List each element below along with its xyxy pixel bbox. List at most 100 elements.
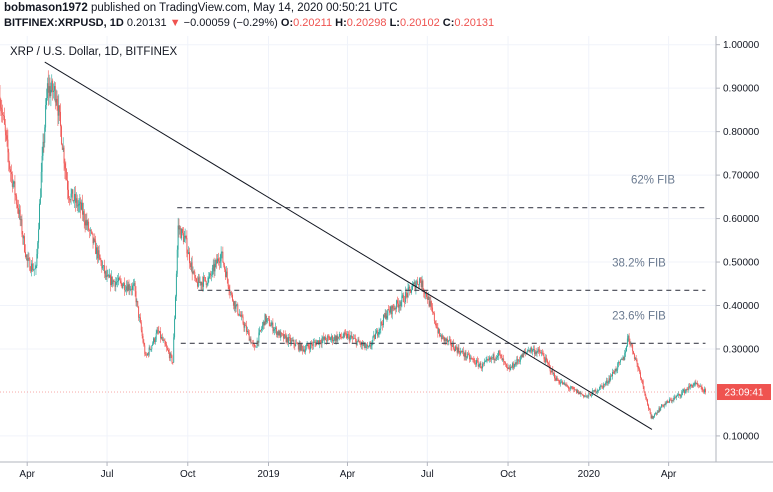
candle-body bbox=[619, 362, 620, 363]
candle-body bbox=[691, 385, 693, 388]
candle-body bbox=[294, 344, 296, 347]
candle-body bbox=[463, 354, 465, 357]
high-value: 0.20298 bbox=[346, 17, 387, 29]
candle-body bbox=[494, 358, 496, 360]
candle-body bbox=[522, 353, 524, 358]
trendline[interactable] bbox=[44, 61, 653, 430]
candle-body bbox=[359, 342, 361, 344]
candle-body bbox=[222, 251, 224, 263]
candle-body bbox=[647, 404, 649, 409]
x-tick-label: 2019 bbox=[257, 469, 280, 480]
candle-body bbox=[443, 336, 445, 342]
candle-body bbox=[407, 287, 409, 297]
low-value: 0.20102 bbox=[399, 17, 440, 29]
candle-body bbox=[429, 301, 431, 307]
candle-body bbox=[319, 340, 321, 343]
candle-body bbox=[17, 208, 19, 214]
candle-body bbox=[1, 109, 3, 114]
candle-body bbox=[125, 286, 127, 290]
candle-body bbox=[395, 308, 397, 309]
candle-body bbox=[679, 394, 681, 397]
candle-body bbox=[54, 86, 56, 103]
candle-body bbox=[227, 279, 229, 287]
candle-body bbox=[70, 193, 72, 201]
candle-body bbox=[347, 333, 348, 339]
chart-title: XRP / U.S. Dollar, 1D, BITFINEX bbox=[10, 46, 178, 58]
candle-body bbox=[584, 395, 586, 397]
candle-body bbox=[258, 332, 260, 343]
candle-body bbox=[435, 323, 437, 328]
candle-body bbox=[208, 277, 210, 278]
candle-body bbox=[245, 325, 247, 327]
candle-body bbox=[397, 303, 399, 308]
candle-body bbox=[312, 342, 314, 346]
candle-body bbox=[348, 334, 350, 341]
candle-body bbox=[569, 388, 570, 390]
candle-body bbox=[641, 379, 643, 382]
candle-body bbox=[146, 353, 148, 356]
candle-body bbox=[231, 292, 233, 295]
candle-body bbox=[356, 341, 358, 346]
high-label: H: bbox=[335, 17, 347, 29]
candle-body bbox=[510, 367, 512, 370]
candle-body bbox=[536, 351, 538, 354]
candle-body bbox=[335, 335, 337, 341]
candle-body bbox=[649, 409, 651, 414]
username[interactable]: bobmason1972 bbox=[4, 2, 88, 14]
candle-body bbox=[189, 263, 191, 268]
candle-body bbox=[519, 360, 520, 362]
ohlc-line: BITFINEX:XRPUSD, 1D 0.20131 ▼ −0.00059 (… bbox=[4, 17, 494, 29]
candle-body bbox=[550, 371, 552, 373]
candle-body bbox=[35, 266, 37, 269]
candle-body bbox=[411, 285, 413, 290]
candle-body bbox=[512, 363, 514, 368]
candle-body bbox=[275, 327, 277, 335]
candle-body bbox=[521, 354, 523, 358]
candle-body bbox=[67, 189, 69, 199]
candle-body bbox=[482, 363, 484, 369]
candle-body bbox=[533, 349, 535, 355]
candle-body bbox=[648, 408, 650, 410]
candle-body bbox=[110, 275, 112, 286]
countdown-label: 23:09:41 bbox=[725, 388, 764, 399]
candle-body bbox=[698, 385, 700, 387]
y-tick-label: 0.40000 bbox=[723, 301, 760, 312]
candle-body bbox=[74, 193, 76, 201]
published-text: published on TradingView.com, May 14, 20… bbox=[90, 2, 398, 14]
candle-body bbox=[212, 264, 214, 268]
candle-body bbox=[261, 328, 262, 331]
candle-body bbox=[618, 362, 620, 364]
candle-body bbox=[178, 225, 180, 230]
candle-body bbox=[687, 389, 689, 391]
candle-body bbox=[705, 389, 706, 393]
candle-body bbox=[353, 338, 355, 339]
candle-body bbox=[182, 233, 184, 242]
candle-body bbox=[89, 229, 91, 231]
candle-body bbox=[102, 266, 104, 269]
candle-body bbox=[604, 384, 606, 385]
candle-body bbox=[219, 261, 221, 263]
candle-body bbox=[282, 333, 283, 335]
candle-body bbox=[600, 385, 602, 387]
candle-body bbox=[628, 336, 630, 342]
candle-body bbox=[182, 229, 183, 234]
fib-level-label: 38.2% FIB bbox=[612, 257, 666, 269]
x-tick-label: Oct bbox=[180, 469, 196, 480]
candle-body bbox=[99, 254, 101, 260]
candle-body bbox=[578, 391, 580, 395]
candle-body bbox=[275, 327, 276, 330]
candle-body bbox=[302, 346, 304, 351]
candle-body bbox=[545, 357, 547, 363]
candle-body bbox=[389, 310, 391, 313]
candle-body bbox=[427, 296, 429, 300]
candle-body bbox=[317, 340, 319, 342]
axes[interactable]: 1.00000 0.90000 0.80000 0.70000 0.60000 0.500… bbox=[19, 40, 771, 480]
candle-body bbox=[131, 288, 133, 290]
candle-body bbox=[329, 337, 331, 340]
candle-body bbox=[607, 382, 609, 383]
candle-body bbox=[661, 404, 663, 408]
candle-body bbox=[386, 315, 388, 319]
candle-body bbox=[520, 354, 522, 360]
candle-body bbox=[262, 321, 264, 326]
